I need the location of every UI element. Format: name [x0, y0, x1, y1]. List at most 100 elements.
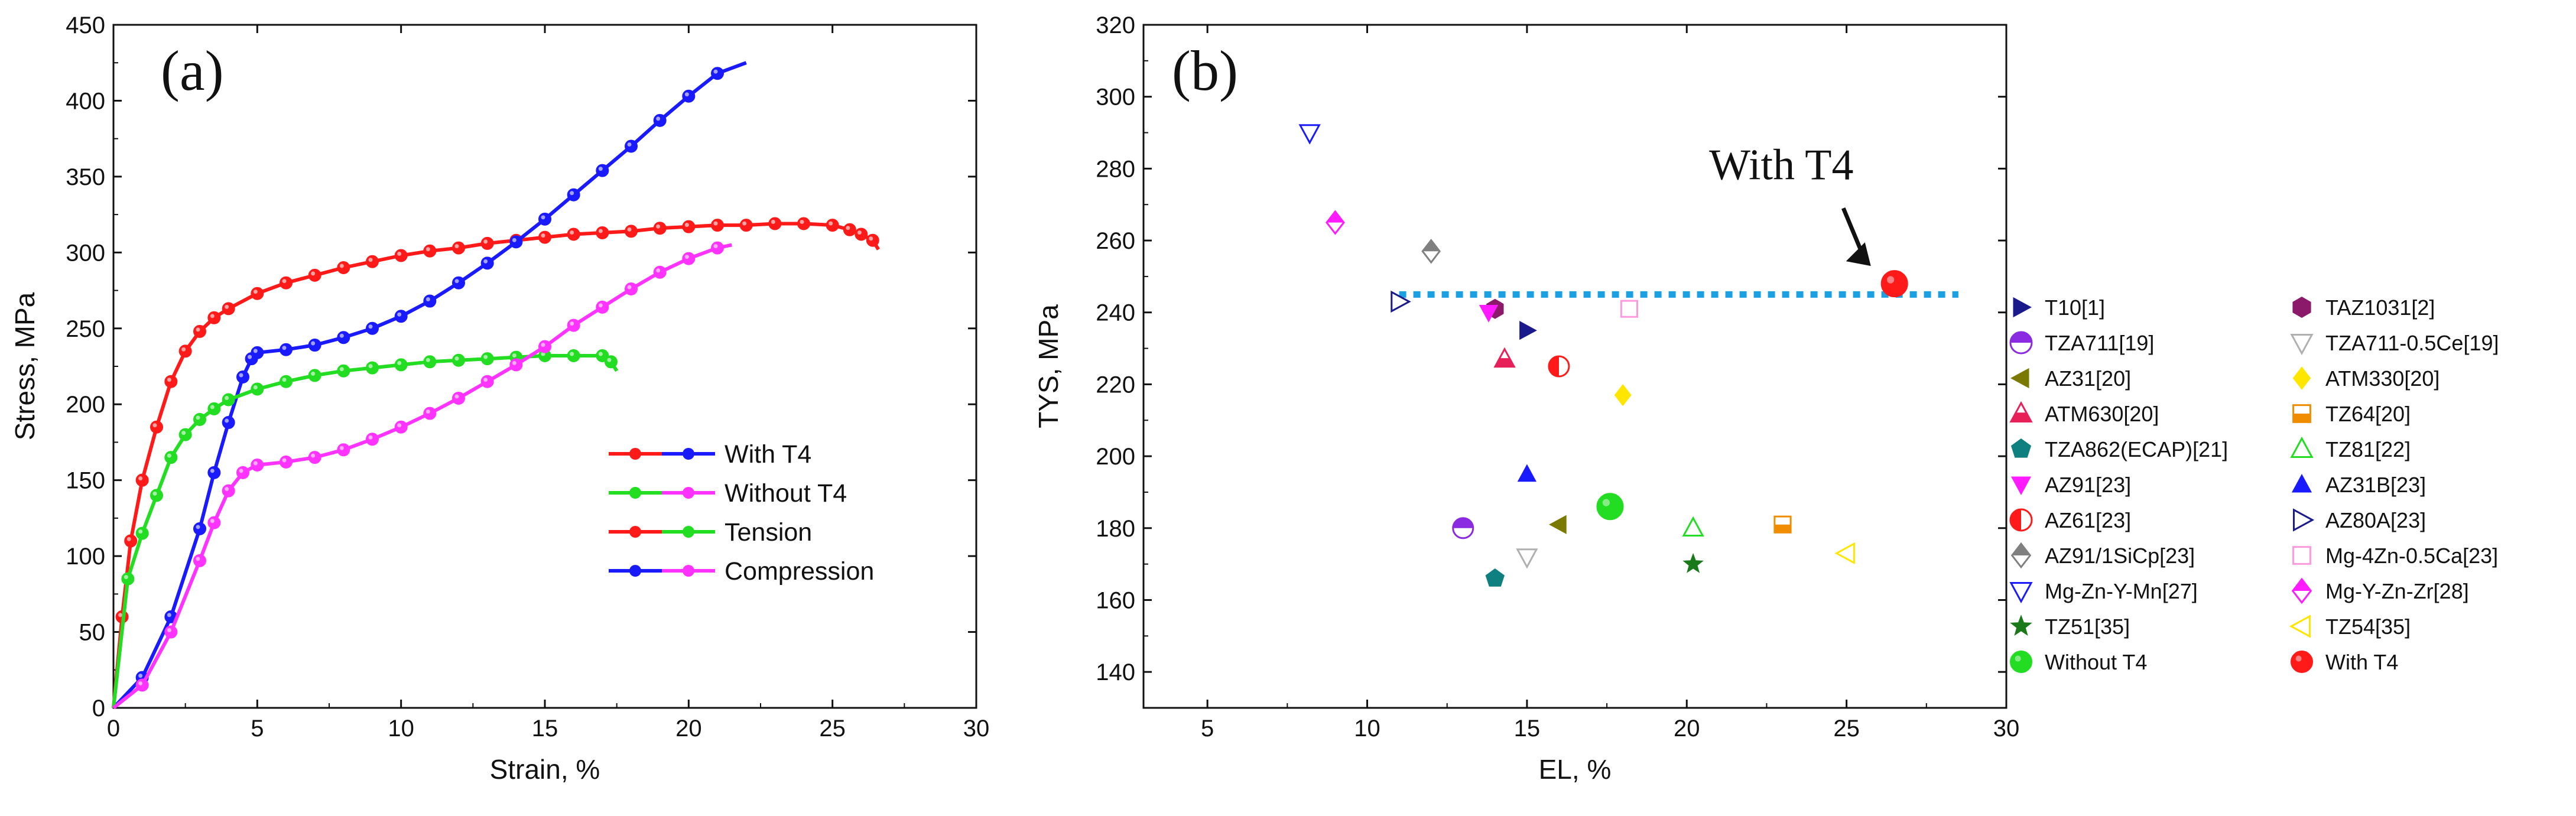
point-az31b-23 — [1517, 464, 1536, 482]
data-point — [567, 318, 580, 332]
data-point-highlight — [541, 215, 545, 220]
data-point — [251, 458, 264, 472]
data-point-highlight — [483, 259, 488, 264]
marker-shape — [1298, 124, 1321, 145]
marker-shape — [2010, 438, 2032, 458]
marker-shape — [1549, 515, 1567, 534]
data-point — [280, 343, 293, 356]
data-point-highlight — [541, 343, 545, 347]
legend-marker — [2293, 508, 2315, 532]
data-point — [855, 227, 868, 241]
annotation-arrow-head — [1846, 242, 1871, 266]
data-point — [337, 331, 350, 344]
point-tz81-22 — [1682, 516, 1704, 537]
marker-shape — [1880, 270, 1908, 298]
point-tz54-35 — [1834, 542, 1855, 565]
legend-marker — [2292, 404, 2311, 423]
series-line — [112, 61, 747, 710]
data-point-highlight — [857, 230, 862, 235]
legend-entry-az80a-23: AZ80A[23] — [2293, 508, 2426, 532]
data-point-highlight — [607, 357, 612, 362]
data-point-highlight — [282, 378, 287, 382]
data-point-highlight — [483, 239, 488, 244]
data-point — [538, 340, 551, 353]
data-point — [394, 249, 408, 262]
marker-fill — [2010, 412, 2032, 422]
data-point-highlight — [210, 469, 215, 473]
data-point — [394, 420, 408, 434]
data-point — [480, 375, 494, 388]
data-point — [366, 255, 379, 268]
marker-shape — [2291, 474, 2312, 493]
data-point-highlight — [152, 423, 157, 428]
data-point — [207, 516, 221, 529]
data-point — [308, 369, 321, 382]
legend-marker — [2291, 474, 2312, 493]
data-point-highlight — [311, 271, 316, 276]
x-tick-label: 15 — [1514, 716, 1541, 742]
panel-label: (b) — [1172, 39, 1238, 102]
legend-marker — [2010, 368, 2029, 389]
data-point — [423, 294, 437, 308]
data-point — [164, 625, 178, 639]
legend-label: T10[1] — [2045, 295, 2105, 320]
marker-shape — [1682, 516, 1704, 537]
data-point-highlight — [627, 285, 632, 290]
data-point-highlight — [627, 142, 632, 147]
x-tick-label: 25 — [1833, 716, 1860, 742]
legend-marker — [2010, 651, 2032, 673]
marker-shape — [1620, 300, 1638, 318]
data-point — [366, 361, 379, 375]
legend-entry-tz64-20: TZ64[20] — [2292, 402, 2411, 426]
legend-label: AZ31B[23] — [2325, 473, 2426, 497]
chart-a: 0 5 10 15 20 25 30050100150200250300350400450S… — [9, 12, 989, 785]
y-tick-label: 100 — [66, 544, 105, 570]
legend-entry-tza711-0-5ce-19: TZA711-0.5Ce[19] — [2290, 331, 2499, 356]
marker-shape — [2290, 436, 2314, 458]
data-point-highlight — [253, 290, 258, 294]
data-point — [280, 276, 293, 290]
data-point — [366, 321, 379, 335]
marker-fill — [2012, 544, 2031, 555]
legend-entry-mg-zn-y-mn-27: Mg-Zn-Y-Mn[27] — [2009, 579, 2198, 604]
data-point-highlight — [196, 415, 200, 420]
data-point — [480, 236, 494, 250]
x-tick-label: 25 — [819, 716, 846, 742]
data-point — [222, 484, 235, 498]
legend-entry-az91-23: AZ91[23] — [2010, 473, 2131, 497]
series-with-t4-compression — [112, 61, 747, 710]
data-point-highlight — [282, 458, 287, 463]
marker-shape — [1391, 290, 1411, 313]
data-point — [337, 364, 350, 378]
data-point-highlight — [512, 238, 517, 242]
x-tick-label: 10 — [1354, 716, 1380, 742]
x-tick-label: 20 — [675, 716, 702, 742]
data-point-highlight — [368, 435, 373, 440]
legend-entry-tz51-35: TZ51[35] — [2010, 615, 2130, 639]
legend-marker — [2009, 582, 2033, 604]
point-az80a-23 — [1391, 290, 1411, 313]
data-point-highlight — [368, 364, 373, 369]
data-point-highlight — [397, 312, 402, 317]
legend-label: AZ91[23] — [2045, 473, 2131, 497]
data-point — [423, 244, 437, 258]
x-tick-label: 20 — [1674, 716, 1700, 742]
data-point — [251, 382, 264, 396]
data-point-highlight — [167, 378, 171, 382]
data-point — [222, 416, 235, 430]
marker-fill — [1327, 211, 1344, 223]
y-tick-label: 200 — [66, 392, 105, 418]
data-point-highlight — [368, 324, 373, 329]
data-point-highlight — [311, 453, 316, 458]
data-point-highlight — [126, 537, 131, 541]
series-without-t4-tension — [112, 349, 619, 708]
data-point — [509, 235, 523, 249]
marker-shape — [1517, 464, 1536, 482]
data-point — [797, 217, 810, 230]
marker-fill — [2293, 414, 2311, 422]
legend-entry-with-t4: With T4 — [2291, 650, 2398, 674]
marker-shape — [2292, 546, 2311, 565]
series-line — [112, 243, 732, 710]
marker-shape — [2289, 615, 2311, 638]
marker-fill — [2010, 509, 2021, 531]
